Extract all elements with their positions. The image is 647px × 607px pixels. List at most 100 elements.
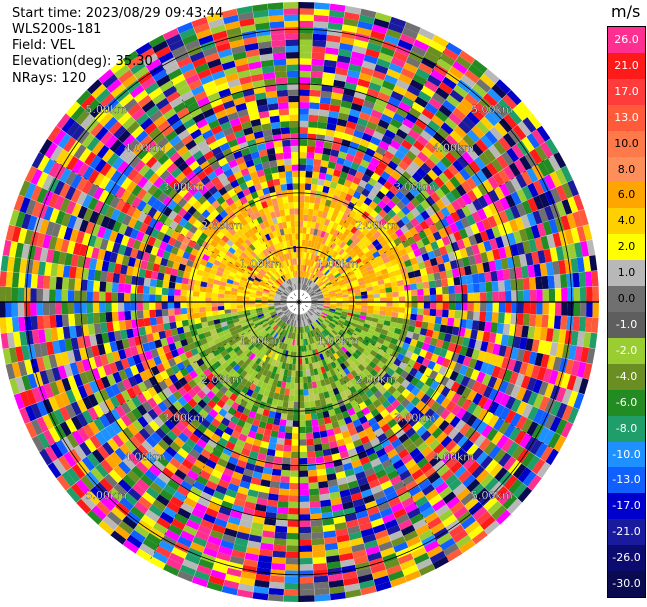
- radar-gate: [415, 276, 423, 284]
- radar-gate: [148, 341, 157, 351]
- radar-gate: [218, 506, 232, 516]
- radar-gate: [570, 227, 581, 244]
- radar-gate: [76, 460, 91, 476]
- radar-gate: [314, 312, 320, 317]
- radar-gate: [143, 168, 155, 181]
- radar-gate: [99, 302, 106, 313]
- radar-gate: [358, 179, 368, 189]
- radar-gate: [43, 206, 54, 221]
- radar-gate: [288, 508, 299, 515]
- radar-gate: [553, 435, 567, 452]
- radar-gate: [464, 225, 474, 237]
- radar-gate: [331, 268, 338, 275]
- radar-gate: [330, 214, 337, 222]
- radar-gate: [260, 268, 267, 275]
- radar-gate: [243, 558, 258, 568]
- radar-gate: [470, 106, 485, 121]
- radar-gate: [299, 202, 305, 209]
- radar-gate: [168, 524, 183, 536]
- radar-gate: [112, 220, 122, 233]
- radar-gate: [456, 208, 466, 220]
- radar-gate: [250, 260, 258, 267]
- radar-gate: [343, 253, 350, 261]
- radar-gate: [108, 121, 122, 135]
- radar-gate: [418, 364, 428, 374]
- radar-gate: [236, 292, 244, 297]
- radar-gate: [536, 366, 547, 381]
- radar-gate: [483, 240, 493, 252]
- radar-gate: [24, 359, 34, 375]
- radar-gate: [18, 180, 31, 197]
- radar-gate: [179, 417, 191, 428]
- radar-gate: [278, 312, 284, 317]
- radar-gate: [423, 308, 431, 316]
- radar-gate: [354, 295, 362, 299]
- radar-gate: [476, 263, 485, 274]
- radar-gate: [554, 288, 562, 302]
- radar-gate: [387, 376, 397, 386]
- radar-gate: [212, 247, 221, 256]
- radar-gate: [354, 170, 365, 180]
- radar-gate: [169, 374, 179, 384]
- radar-gate: [137, 211, 148, 223]
- radar-gate: [348, 427, 358, 437]
- radar-gate: [349, 324, 357, 331]
- radar-gate: [375, 448, 387, 458]
- radar-gate: [354, 90, 367, 100]
- radar-gate: [245, 281, 253, 287]
- radar-gate: [439, 53, 456, 66]
- radar-gate: [130, 506, 145, 520]
- radar-gate: [299, 483, 309, 490]
- radar-gate: [281, 295, 288, 299]
- radar-gate: [389, 118, 402, 129]
- radar-gate: [122, 539, 139, 554]
- radar-gate: [442, 47, 459, 61]
- radar-gate: [387, 385, 397, 395]
- radar-gate: [140, 260, 148, 270]
- radar-gate: [24, 287, 31, 302]
- radar-gate: [333, 270, 340, 277]
- radar-gate: [455, 55, 472, 70]
- radar-gate: [395, 228, 404, 238]
- radar-gate: [434, 109, 449, 123]
- radar-gate: [453, 318, 461, 328]
- radar-gate: [424, 216, 435, 227]
- radar-gate: [304, 195, 310, 203]
- radar-gate: [258, 446, 268, 455]
- radar-gate: [156, 279, 164, 288]
- radar-gate: [491, 281, 499, 292]
- radar-gate: [0, 286, 6, 302]
- radar-gate: [66, 467, 81, 483]
- radar-gate: [357, 321, 365, 327]
- radar-gate: [136, 392, 147, 405]
- radar-gate: [299, 227, 303, 234]
- radar-gate: [433, 443, 445, 456]
- radar-gate: [89, 258, 98, 270]
- radar-gate: [261, 305, 269, 308]
- radar-gate: [339, 552, 354, 562]
- radar-gate: [502, 94, 518, 110]
- radar-gate: [322, 410, 330, 419]
- radar-gate: [87, 407, 99, 421]
- radar-gate: [591, 270, 599, 287]
- radar-gate: [391, 423, 402, 434]
- radar-gate: [136, 344, 145, 355]
- radar-gate: [299, 239, 303, 246]
- radar-gate: [260, 542, 274, 551]
- radar-gate: [177, 396, 188, 407]
- radar-gate: [423, 259, 432, 268]
- radar-gate: [321, 287, 328, 292]
- radar-gate: [211, 418, 221, 428]
- radar-gate: [131, 125, 145, 139]
- radar-gate: [430, 191, 441, 203]
- radar-gate: [360, 8, 377, 19]
- radar-gate: [299, 27, 314, 34]
- radar-gate: [262, 290, 270, 294]
- radar-gate: [158, 330, 167, 340]
- radar-gate: [323, 391, 330, 399]
- radar-gate: [237, 285, 245, 291]
- radar-gate: [366, 506, 380, 516]
- radar-gate: [309, 227, 315, 235]
- radar-gate: [339, 329, 347, 335]
